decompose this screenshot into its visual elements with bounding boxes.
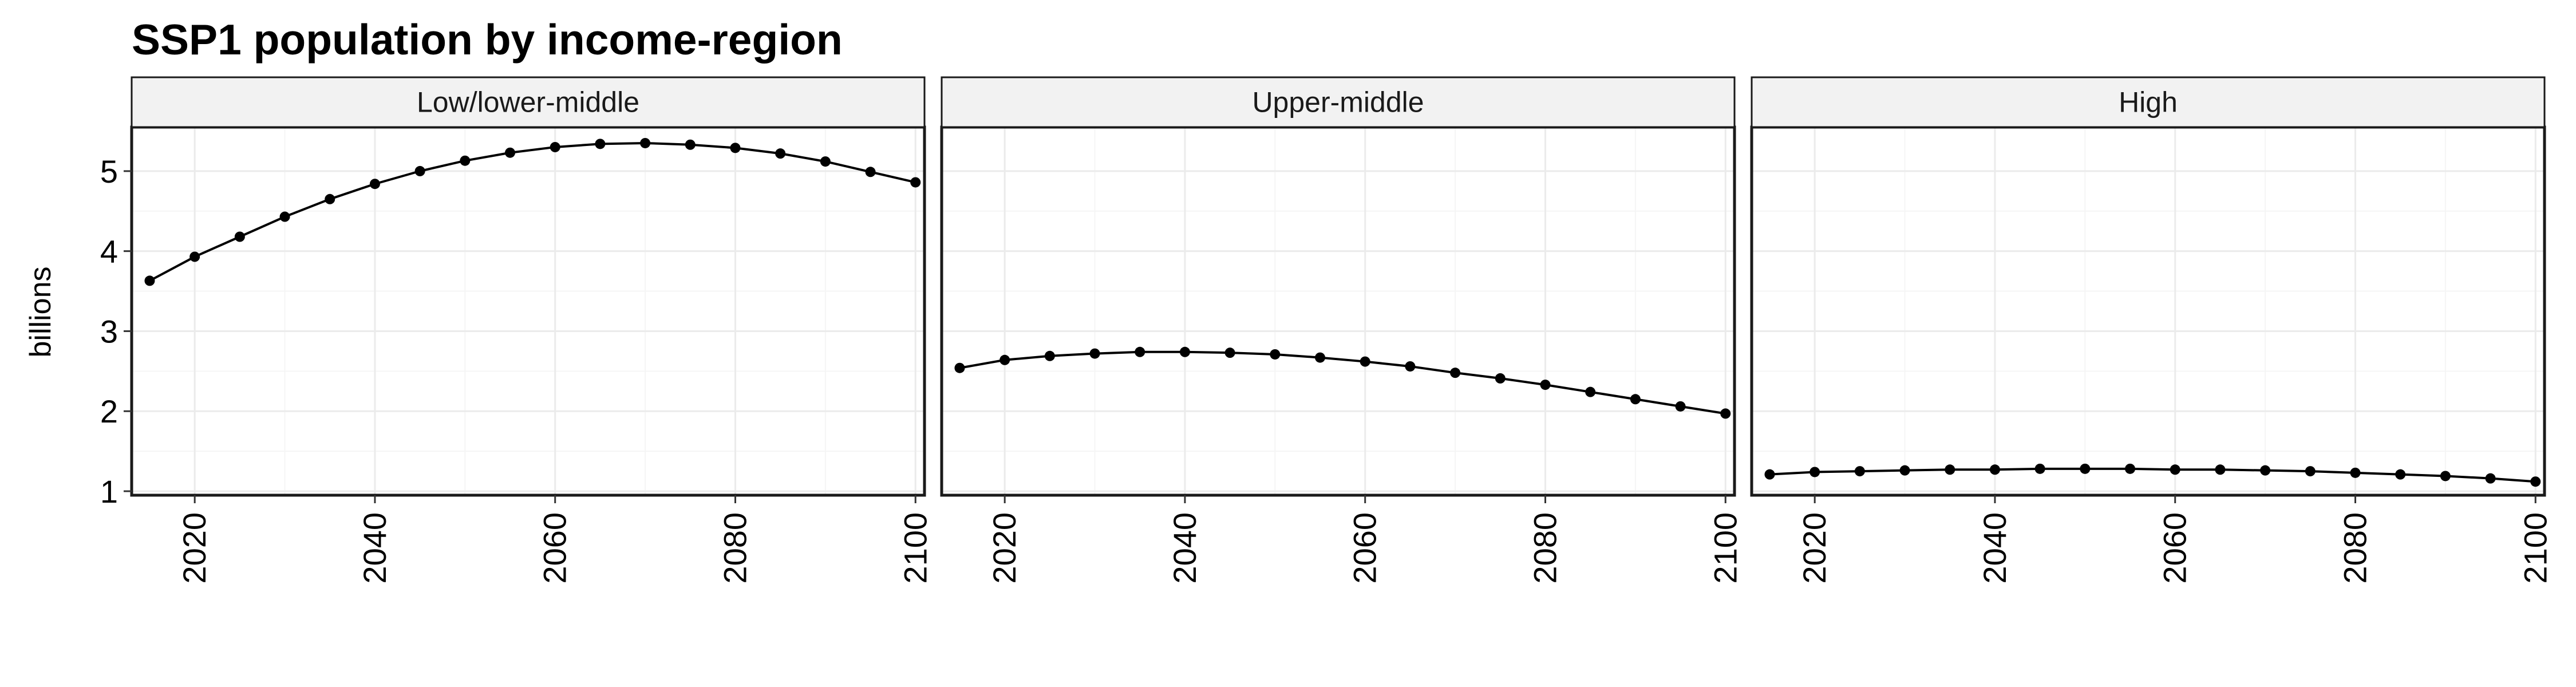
x-tick-label: 2040 [1167, 512, 1203, 584]
data-point [1450, 368, 1461, 378]
data-point [1360, 356, 1370, 367]
series-line [149, 141, 916, 282]
chart-title: SSP1 population by income-region [132, 15, 843, 64]
data-point [2530, 476, 2541, 487]
data-point [2215, 464, 2226, 475]
facet-strip-label: High [2119, 86, 2178, 119]
data-point [2395, 469, 2406, 480]
data-point [999, 354, 1010, 365]
facet-strip-label: Upper-middle [1252, 86, 1424, 119]
x-tick-label: 2020 [986, 512, 1022, 584]
facet-panel: Low/lower-middle 2020 2040 2060 2080 2100 1 2 3 4… [100, 76, 933, 584]
data-point [1089, 348, 1100, 359]
x-tick-label: 2040 [357, 512, 393, 584]
x-tick-label: 2080 [1527, 512, 1563, 584]
facet-strip-label: Low/lower-middle [417, 86, 639, 119]
data-point [1989, 464, 2000, 475]
panel-border [940, 125, 1736, 497]
data-point [640, 137, 651, 148]
x-tick-label: 2080 [717, 512, 753, 584]
panel-border [130, 125, 926, 497]
y-axis-title: billions [24, 267, 57, 358]
panel-border [1750, 125, 2546, 497]
data-point [685, 139, 696, 150]
x-tick-label: 2100 [1707, 512, 1743, 584]
series-line [1769, 467, 2536, 483]
data-point [1854, 466, 1865, 477]
x-tick-label: 2100 [897, 512, 933, 584]
data-point [1179, 346, 1190, 357]
series-line [959, 350, 1726, 415]
x-tick-label: 2060 [537, 512, 573, 584]
data-point [1899, 465, 1910, 476]
y-tick-label: 2 [100, 393, 118, 429]
data-point [1270, 349, 1281, 360]
data-point [954, 362, 965, 373]
data-point [325, 194, 335, 204]
data-point [1540, 380, 1551, 390]
data-point [1405, 361, 1416, 372]
facet-panels: Low/lower-middle 2020 2040 2060 2080 2100 1 2 3 4… [100, 76, 2553, 584]
y-tick-label: 1 [100, 473, 118, 510]
data-point [820, 156, 831, 167]
data-point [1135, 346, 1145, 357]
data-point [2080, 463, 2091, 474]
data-point [414, 165, 425, 176]
data-point [1720, 408, 1731, 419]
data-point [1495, 373, 1506, 384]
data-point [1945, 464, 1955, 475]
data-point [1630, 394, 1641, 405]
data-point [2350, 467, 2361, 478]
facet-strip [131, 76, 926, 128]
data-point [369, 179, 380, 189]
data-point [144, 275, 155, 286]
data-point [2170, 464, 2180, 475]
data-point [910, 177, 921, 188]
facet-strip [941, 76, 1736, 128]
x-tick-label: 2020 [1796, 512, 1832, 584]
facet-panel: Upper-middle 2020 2040 2060 2080 2100 [940, 76, 1743, 584]
data-point [2440, 471, 2451, 481]
x-tick-label: 2020 [176, 512, 212, 584]
data-point [189, 251, 200, 262]
data-point [1809, 467, 1820, 477]
data-point [1675, 401, 1686, 412]
data-point [1224, 348, 1235, 358]
data-point [2260, 465, 2271, 476]
x-tick-label: 2080 [2337, 512, 2373, 584]
y-tick-label: 3 [100, 313, 118, 349]
data-point [730, 143, 741, 153]
data-point [1585, 386, 1596, 397]
x-tick-label: 2040 [1977, 512, 2013, 584]
x-tick-label: 2100 [2517, 512, 2553, 584]
data-point [2034, 463, 2045, 474]
data-point [279, 211, 290, 222]
data-point [234, 231, 245, 242]
facet-panel: High 2020 2040 2060 2080 2100 [1750, 76, 2553, 584]
data-point [1315, 352, 1326, 363]
x-tick-label: 2060 [2157, 512, 2193, 584]
x-tick-label: 2060 [1347, 512, 1383, 584]
data-point [595, 139, 606, 149]
data-point [865, 167, 876, 177]
data-point [2125, 463, 2136, 474]
data-point [2485, 473, 2496, 484]
data-point [2305, 466, 2316, 477]
data-point [1764, 469, 1775, 480]
facet-strip [1751, 76, 2546, 128]
data-point [505, 147, 516, 158]
y-tick-label: 5 [100, 153, 118, 189]
y-tick-label: 4 [100, 234, 118, 270]
data-point [1044, 350, 1055, 361]
data-point [460, 155, 471, 166]
data-point [775, 148, 786, 159]
data-point [550, 141, 560, 152]
